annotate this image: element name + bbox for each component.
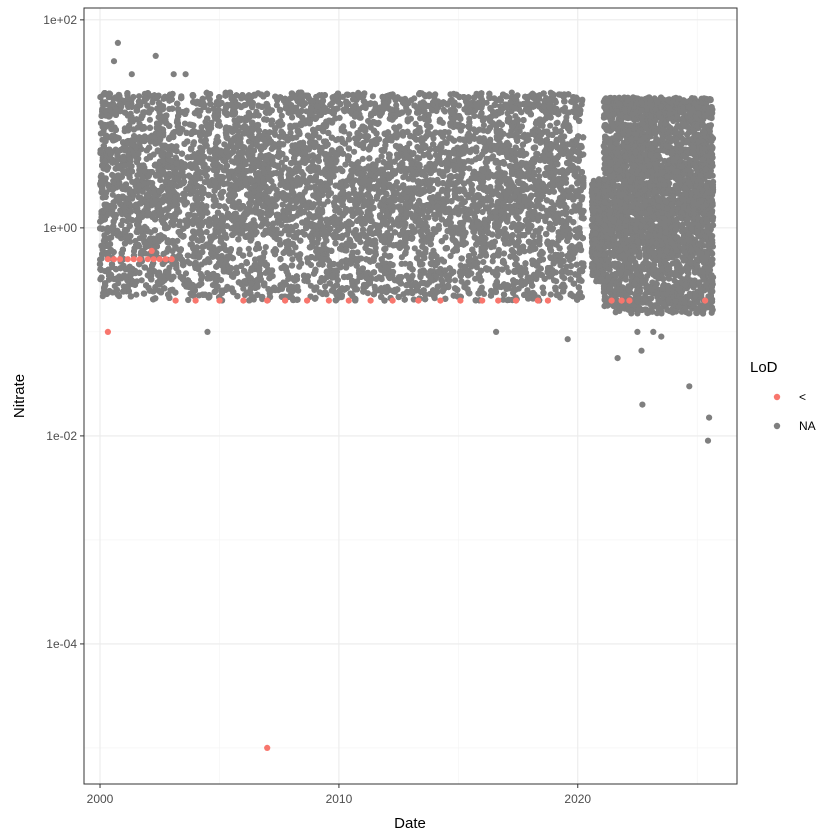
na-point: [289, 114, 296, 121]
na-point: [146, 116, 153, 123]
na-point: [547, 291, 554, 298]
na-point: [550, 277, 558, 284]
na-point: [246, 251, 253, 258]
na-point: [280, 207, 287, 214]
series-na-points: [96, 39, 717, 444]
na-point: [568, 184, 575, 191]
na-point: [273, 102, 280, 109]
na-point: [322, 283, 329, 290]
na-point: [351, 148, 358, 155]
na-point: [203, 228, 210, 236]
na-point: [354, 249, 361, 256]
na-point: [500, 250, 508, 257]
na-point: [554, 119, 561, 126]
na-point: [451, 277, 459, 284]
na-point: [480, 258, 487, 266]
na-point: [136, 93, 143, 100]
na-point: [400, 174, 407, 181]
na-point: [561, 98, 568, 105]
grid-major: [84, 8, 737, 784]
na-point: [289, 256, 296, 263]
na-point: [262, 244, 269, 251]
na-point: [181, 120, 189, 127]
na-point: [185, 211, 192, 218]
na-point: [447, 252, 454, 260]
na-point: [489, 258, 496, 265]
na-point: [287, 129, 294, 137]
na-point: [245, 245, 252, 252]
na-point: [536, 173, 543, 180]
na-point: [97, 130, 104, 137]
na-point: [278, 112, 285, 119]
na-point: [369, 93, 376, 100]
na-point: [441, 108, 448, 115]
na-point: [557, 294, 564, 301]
na-point: [324, 198, 331, 205]
na-point: [109, 191, 116, 198]
na-point: [307, 184, 314, 191]
na-point: [561, 275, 568, 282]
na-point: [182, 270, 190, 277]
na-point: [465, 216, 473, 223]
na-point: [447, 91, 454, 98]
na-point: [398, 260, 405, 267]
na-point: [432, 151, 439, 158]
na-point: [133, 291, 140, 298]
na-point: [198, 124, 205, 131]
na-point: [185, 296, 192, 304]
na-point: [309, 158, 316, 165]
na-point: [547, 122, 554, 129]
